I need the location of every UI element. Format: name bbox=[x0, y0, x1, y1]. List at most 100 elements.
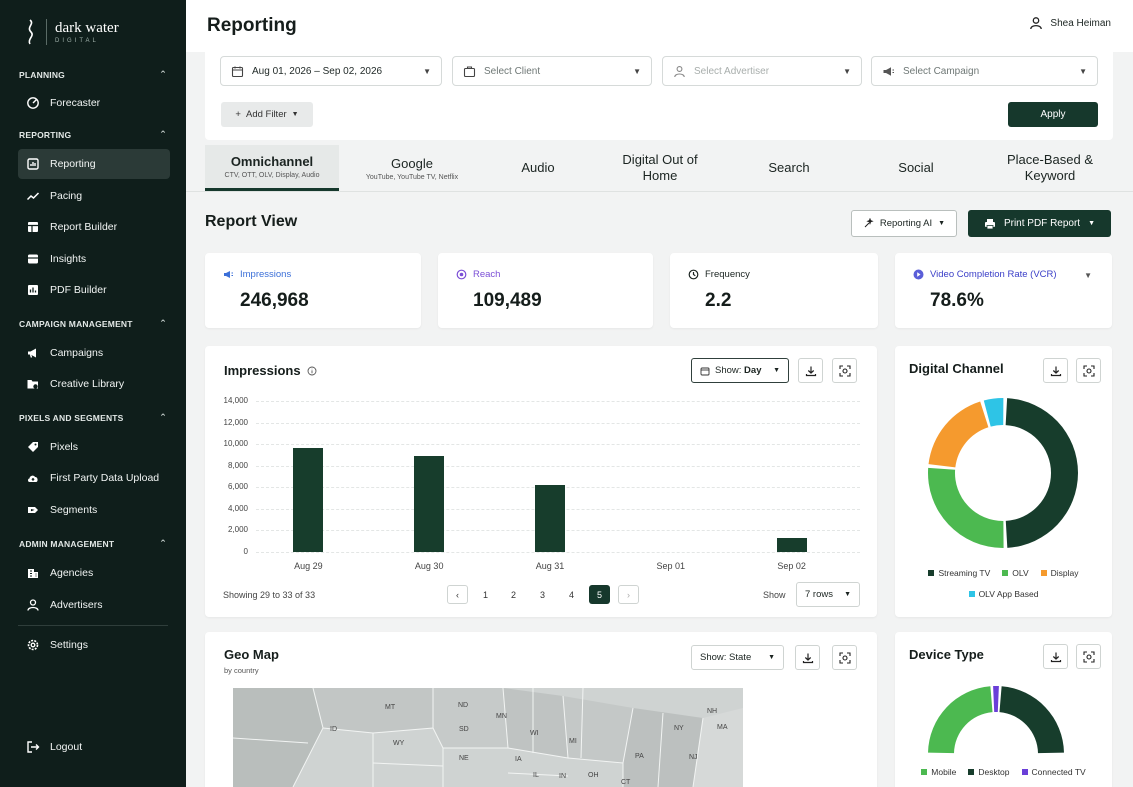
caret-down-icon: ▼ bbox=[423, 66, 431, 76]
sidebar-item-first-party-data-upload[interactable]: First Party Data Upload bbox=[18, 463, 170, 493]
expand-button[interactable] bbox=[1076, 644, 1101, 669]
sidebar-item-segments[interactable]: Segments bbox=[18, 495, 170, 525]
logout-button[interactable]: Logout bbox=[18, 732, 170, 762]
sidebar-item-pixels[interactable]: Pixels bbox=[18, 432, 170, 462]
sidebar-item-pacing[interactable]: Pacing bbox=[18, 181, 170, 211]
next-page-button[interactable]: › bbox=[618, 585, 639, 604]
donut-slice[interactable] bbox=[1005, 398, 1078, 548]
tab-omnichannel[interactable]: Omnichannel CTV, OTT, OLV, Display, Audi… bbox=[205, 145, 339, 191]
tab-place-based-keyword[interactable]: Place-Based & Keyword bbox=[1007, 152, 1093, 183]
donut-slice[interactable] bbox=[928, 467, 1004, 548]
bar[interactable] bbox=[293, 448, 324, 552]
reach-icon bbox=[456, 269, 467, 280]
download-button[interactable] bbox=[798, 358, 823, 383]
creative-library-icon bbox=[27, 380, 38, 389]
sidebar-item-pdf-builder[interactable]: PDF Builder bbox=[18, 275, 170, 305]
gauge-segment[interactable] bbox=[999, 686, 1064, 754]
plus-icon: + bbox=[235, 109, 241, 120]
print-pdf-report-button[interactable]: Print PDF Report ▼ bbox=[968, 210, 1111, 237]
donut-slice[interactable] bbox=[983, 398, 1004, 427]
show-period-select[interactable]: Show: Day ▼ bbox=[691, 358, 789, 383]
tab-search[interactable]: Search bbox=[768, 160, 810, 175]
section-pixels-and-segments[interactable]: PIXELS AND SEGMENTS ⌃ bbox=[19, 412, 167, 423]
bar[interactable] bbox=[535, 485, 565, 552]
info-icon[interactable] bbox=[307, 366, 317, 376]
brand-subtitle: DIGITAL bbox=[55, 37, 99, 44]
gridline bbox=[256, 401, 860, 402]
tab-google[interactable]: Google YouTube, YouTube TV, Netflix bbox=[365, 155, 459, 181]
page-4-button[interactable]: 4 bbox=[568, 589, 574, 600]
download-button[interactable] bbox=[795, 645, 820, 670]
tab-social[interactable]: Social bbox=[898, 160, 934, 175]
page-title: Reporting bbox=[207, 15, 297, 36]
chevron-down-icon[interactable]: ▼ bbox=[1084, 271, 1092, 280]
expand-button[interactable] bbox=[1076, 358, 1101, 383]
insights-icon bbox=[28, 254, 38, 264]
reporting-icon bbox=[27, 158, 39, 170]
kpi-vcr[interactable]: Video Completion Rate (VCR) ▼ 78.6% bbox=[895, 253, 1112, 328]
apply-button[interactable]: Apply bbox=[1008, 102, 1098, 127]
download-icon bbox=[1050, 652, 1061, 662]
download-icon bbox=[1050, 366, 1061, 376]
gauge-segment[interactable] bbox=[993, 686, 999, 713]
sidebar-item-reporting[interactable]: Reporting bbox=[18, 149, 170, 179]
advertiser-select[interactable]: Select Advertiser ▼ bbox=[662, 56, 862, 86]
kpi-value: 2.2 bbox=[705, 290, 732, 311]
user-menu[interactable]: Shea Heiman bbox=[1029, 16, 1111, 30]
section-campaign-management[interactable]: CAMPAIGN MANAGEMENT ⌃ bbox=[19, 318, 167, 329]
gauge-segment[interactable] bbox=[928, 686, 993, 754]
bar[interactable] bbox=[414, 456, 445, 552]
logo-icon bbox=[28, 19, 33, 45]
sidebar-item-agencies[interactable]: Agencies bbox=[18, 558, 170, 588]
donut-slice[interactable] bbox=[928, 401, 989, 468]
page-2-button[interactable]: 2 bbox=[510, 589, 516, 600]
focus-icon bbox=[1082, 650, 1095, 663]
reporting-ai-button[interactable]: Reporting AI ▼ bbox=[851, 210, 957, 237]
sidebar-item-insights[interactable]: Insights bbox=[18, 244, 170, 274]
sidebar-item-campaigns[interactable]: Campaigns bbox=[18, 338, 170, 368]
geo-show-select[interactable]: Show: State ▼ bbox=[691, 645, 784, 670]
tab-audio[interactable]: Audio bbox=[521, 160, 555, 175]
legend-item: Display bbox=[1040, 568, 1079, 578]
prev-page-button[interactable]: ‹ bbox=[447, 585, 468, 604]
legend-item: OLV bbox=[1002, 568, 1029, 578]
geo-map[interactable]: MT ND MN WI MI NY NH MA ID WY SD NE IA I… bbox=[233, 688, 743, 787]
calendar-icon bbox=[700, 367, 710, 375]
section-reporting[interactable]: REPORTING ⌃ bbox=[19, 129, 167, 140]
digital-channel-legend-row2: OLV App Based bbox=[900, 589, 1107, 599]
page-5-button[interactable]: 5 bbox=[589, 585, 610, 604]
report-builder-icon bbox=[28, 222, 38, 232]
date-range-select[interactable]: Aug 01, 2026 – Sep 02, 2026 ▼ bbox=[220, 56, 442, 86]
impressions-card-title: Impressions bbox=[224, 363, 317, 378]
sidebar-item-report-builder[interactable]: Report Builder bbox=[18, 212, 170, 242]
chevron-up-icon: ⌃ bbox=[159, 538, 167, 548]
expand-button[interactable] bbox=[832, 358, 857, 383]
chevron-down-icon: ▼ bbox=[1088, 220, 1096, 227]
x-tick-label: Sep 02 bbox=[777, 561, 806, 571]
sidebar-item-advertisers[interactable]: Advertisers bbox=[18, 590, 170, 620]
campaign-select[interactable]: Select Campaign ▼ bbox=[871, 56, 1098, 86]
sidebar-item-creative-library[interactable]: Creative Library bbox=[18, 369, 170, 399]
section-admin-management[interactable]: ADMIN MANAGEMENT ⌃ bbox=[19, 538, 167, 549]
page-3-button[interactable]: 3 bbox=[539, 589, 545, 600]
digital-channel-donut bbox=[928, 398, 1078, 548]
add-filter-button[interactable]: + Add Filter ▼ bbox=[221, 102, 313, 127]
top-header: Reporting Shea Heiman bbox=[186, 0, 1133, 52]
building-icon bbox=[28, 569, 38, 578]
digital-channel-legend: Streaming TV OLV Display bbox=[900, 568, 1107, 578]
download-button[interactable] bbox=[1043, 358, 1068, 383]
gridline bbox=[256, 444, 860, 446]
bar[interactable] bbox=[776, 537, 807, 552]
page-1-button[interactable]: 1 bbox=[482, 589, 488, 600]
download-button[interactable] bbox=[1043, 644, 1068, 669]
tab-digital-out-of-home[interactable]: Digital Out of Home bbox=[622, 152, 698, 183]
sidebar-item-forecaster[interactable]: Forecaster bbox=[18, 88, 170, 118]
caret-down-icon: ▼ bbox=[773, 367, 780, 374]
client-select[interactable]: Select Client ▼ bbox=[452, 56, 652, 86]
user-name: Shea Heiman bbox=[1050, 17, 1111, 29]
brand-logo[interactable]: dark water DIGITAL bbox=[22, 18, 119, 46]
expand-button[interactable] bbox=[832, 645, 857, 670]
section-planning[interactable]: PLANNING ⌃ bbox=[19, 69, 167, 80]
rows-per-page-select[interactable]: 7 rows ▼ bbox=[796, 582, 860, 607]
sidebar-item-settings[interactable]: Settings bbox=[18, 630, 170, 660]
